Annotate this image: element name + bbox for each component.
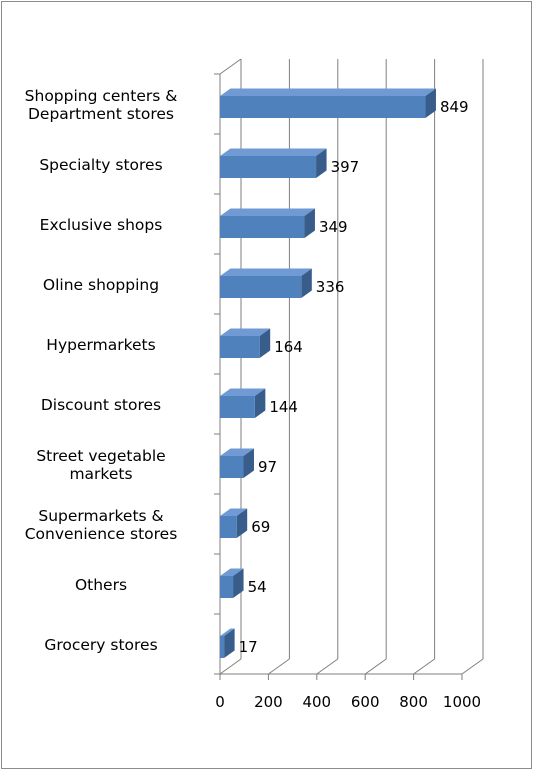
- category-label: Supermarkets & Convenience stores: [6, 507, 196, 543]
- data-label: 397: [331, 158, 360, 176]
- bar: [220, 268, 312, 298]
- bar-front: [220, 336, 260, 358]
- bar: [220, 208, 315, 238]
- bar: [220, 628, 235, 658]
- bar: [220, 508, 248, 538]
- data-label: 144: [269, 398, 298, 416]
- category-label-line: markets: [69, 465, 133, 483]
- bar: [220, 568, 244, 598]
- bar-side: [301, 268, 312, 298]
- bar-side: [243, 448, 254, 478]
- data-label: 164: [274, 338, 303, 356]
- floor-gridline: [268, 658, 290, 675]
- category-label: Shopping centers & Department stores: [6, 87, 196, 123]
- bar-front: [220, 516, 237, 538]
- category-label-line: Hypermarkets: [46, 336, 156, 354]
- category-label: Street vegetable markets: [6, 447, 196, 483]
- floor-gridline: [219, 658, 242, 675]
- category-label: Grocery stores: [6, 636, 196, 654]
- bar-front: [220, 216, 305, 238]
- x-tick-label: 1000: [443, 693, 481, 711]
- bar-top: [220, 628, 235, 636]
- bar-front: [220, 276, 302, 298]
- bar: [220, 328, 271, 358]
- category-label-line: Discount stores: [40, 396, 162, 414]
- bar-front: [220, 96, 426, 118]
- category-label: Discount stores: [6, 396, 196, 414]
- category-label: Exclusive shops: [6, 216, 196, 234]
- category-label-line: Convenience stores: [24, 525, 178, 543]
- x-tick-label: 600: [351, 693, 380, 711]
- data-label: 349: [319, 218, 348, 236]
- bar-front: [220, 396, 255, 418]
- x-tick-label: 800: [399, 693, 428, 711]
- floor-gridline: [413, 658, 435, 675]
- category-label-line: Others: [74, 576, 128, 594]
- category-label-line: Oline shopping: [42, 276, 160, 294]
- category-label-line: Supermarkets &: [38, 507, 164, 525]
- bar-top: [220, 268, 312, 276]
- category-label-line: Exclusive shops: [39, 216, 163, 234]
- floor-gridline: [316, 658, 339, 675]
- bar-top: [220, 568, 244, 576]
- bar-top: [220, 148, 327, 156]
- bar-side: [233, 568, 244, 598]
- bar: [220, 388, 266, 418]
- bar-top: [220, 388, 266, 396]
- category-label-line: Department stores: [27, 105, 174, 123]
- data-label: 69: [251, 518, 270, 536]
- x-tick-label: 0: [215, 693, 225, 711]
- x-tick-label: 400: [302, 693, 331, 711]
- bar-top: [220, 208, 315, 216]
- category-label: Specialty stores: [6, 156, 196, 174]
- bar-front: [220, 456, 244, 478]
- category-label: Others: [6, 576, 196, 594]
- bar-top: [220, 508, 248, 516]
- axis-top-edge: [219, 58, 242, 75]
- bar-front: [220, 156, 317, 178]
- bar-side: [259, 328, 271, 358]
- bar-front: [220, 636, 225, 658]
- data-label: 17: [239, 638, 258, 656]
- category-label-line: Specialty stores: [39, 156, 163, 174]
- bar-side: [316, 148, 327, 178]
- data-label: 849: [440, 98, 469, 116]
- data-label: 54: [248, 578, 267, 596]
- bar-front: [220, 576, 234, 598]
- category-label-line: Street vegetable: [36, 447, 166, 465]
- floor-gridline: [461, 658, 484, 675]
- bar-side: [236, 508, 248, 538]
- bar-top: [220, 448, 254, 456]
- bar-side: [224, 628, 235, 658]
- bar-side: [304, 208, 315, 238]
- bar-side: [425, 88, 436, 118]
- category-label-line: Shopping centers &: [24, 87, 178, 105]
- bar: [220, 448, 254, 478]
- category-label: Hypermarkets: [6, 336, 196, 354]
- bar-top: [220, 88, 436, 96]
- category-label: Oline shopping: [6, 276, 196, 294]
- data-label: 336: [316, 278, 345, 296]
- category-label-line: Grocery stores: [44, 636, 158, 654]
- bar: [220, 148, 327, 178]
- bar: [220, 88, 436, 118]
- bar-side: [254, 388, 266, 418]
- x-tick-label: 200: [254, 693, 283, 711]
- bar-top: [220, 328, 271, 336]
- floor-gridline: [364, 658, 387, 675]
- data-label: 97: [258, 458, 277, 476]
